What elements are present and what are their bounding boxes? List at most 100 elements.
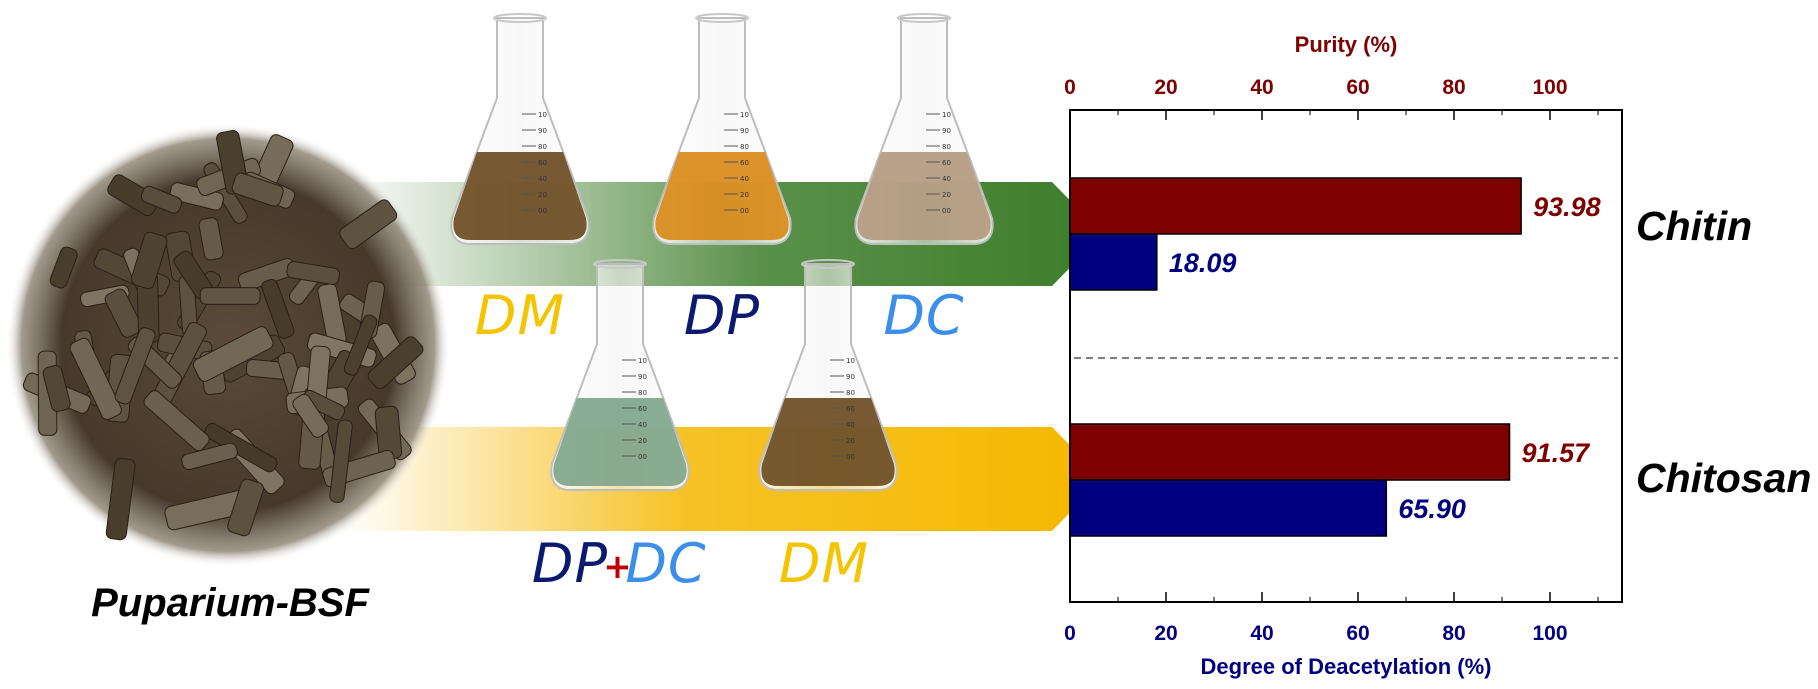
puparium-fragment bbox=[42, 364, 71, 412]
bar-chitin-purity bbox=[1069, 177, 1522, 235]
bottom-axis-tick-label: 80 bbox=[1442, 622, 1465, 645]
value-labels: 93.98 18.09 91.57 65.90 bbox=[1169, 192, 1601, 524]
top-axis-tick-label: 20 bbox=[1154, 76, 1177, 99]
flask-graduation-label: 20 bbox=[942, 191, 951, 199]
chitosan-step-dm-label: DM bbox=[779, 532, 869, 595]
puparium-fragment bbox=[198, 217, 224, 261]
chitin-flask-dc: 10 90 80 60 40 20 00 bbox=[854, 13, 994, 245]
value-label-chitin-deacetylation: 18.09 bbox=[1169, 248, 1237, 278]
bottom-axis-title: Degree of Deacetylation (%) bbox=[1201, 654, 1492, 679]
flask-graduation-label: 00 bbox=[740, 207, 749, 215]
chitosan-step-dc-label: DC bbox=[625, 532, 706, 595]
flask-graduation-label: 90 bbox=[538, 127, 547, 135]
category-label-chitin: Chitin bbox=[1636, 203, 1752, 249]
top-axis-tick-label: 80 bbox=[1442, 76, 1465, 99]
chitosan-flask-dp-dc: 10 90 80 60 40 20 00 bbox=[550, 259, 690, 491]
flask-graduation-label: 00 bbox=[638, 453, 647, 461]
flask-graduation-label: 40 bbox=[942, 175, 951, 183]
bar-chitosan-purity bbox=[1069, 423, 1511, 481]
flask-liquid bbox=[655, 152, 789, 240]
flask-graduation-label: 00 bbox=[942, 207, 951, 215]
puparium-photo bbox=[6, 123, 450, 567]
flask-graduation-label: 80 bbox=[638, 389, 647, 397]
puparium-fragment bbox=[261, 278, 295, 339]
value-label-chitosan-purity: 91.57 bbox=[1522, 438, 1592, 468]
value-label-chitosan-deacetylation: 65.90 bbox=[1398, 494, 1466, 524]
top-axis-tick-label: 60 bbox=[1346, 76, 1369, 99]
chitosan-flask-dm: 10 90 80 60 40 20 00 bbox=[758, 259, 898, 491]
flask-group: 10 90 80 60 40 20 00 10 90 80 60 40 20 00 10 90 80 60 40 20… bbox=[450, 13, 994, 491]
flask-rim bbox=[593, 259, 647, 269]
flask-graduation-label: 80 bbox=[942, 143, 951, 151]
chart-frame bbox=[1069, 109, 1623, 603]
bottom-axis-tick-label: 40 bbox=[1250, 622, 1273, 645]
puparium-fragment bbox=[104, 288, 143, 338]
puparium-fragment bbox=[292, 393, 329, 438]
bottom-axis-tick-label: 0 bbox=[1064, 622, 1076, 645]
bottom-axis-tick-label: 100 bbox=[1532, 622, 1567, 645]
value-label-chitin-purity: 93.98 bbox=[1533, 192, 1601, 222]
puparium-fragment bbox=[140, 185, 183, 214]
flask-graduation-label: 10 bbox=[846, 357, 855, 365]
bar-series bbox=[1069, 177, 1522, 537]
flask-graduation-label: 10 bbox=[538, 111, 547, 119]
flask-rim bbox=[897, 13, 951, 23]
top-axis-tick-label: 100 bbox=[1532, 76, 1567, 99]
category-label-chitosan: Chitosan bbox=[1636, 455, 1811, 501]
puparium-fragment bbox=[227, 478, 265, 537]
bar-chitin-deacetylation bbox=[1069, 233, 1158, 291]
chitin-step-dm-label: DM bbox=[475, 284, 565, 347]
flask-graduation-label: 40 bbox=[538, 175, 547, 183]
chitin-flask-dp: 10 90 80 60 40 20 00 bbox=[652, 13, 792, 245]
puparium-fragment bbox=[286, 261, 340, 285]
flask-graduation-label: 90 bbox=[942, 127, 951, 135]
flask-rim bbox=[695, 13, 749, 23]
puparium-fragment bbox=[199, 287, 261, 305]
chitosan-step-labels: DP + DC DM bbox=[532, 532, 869, 595]
flask-graduation-label: 80 bbox=[846, 389, 855, 397]
puparium-fragment bbox=[143, 390, 210, 452]
bottom-axis-tick-label: 20 bbox=[1154, 622, 1177, 645]
puparium-label: Puparium-BSF bbox=[91, 581, 370, 625]
bottom-axis: 0 20 40 60 80 100 bbox=[1064, 592, 1599, 645]
puparium-fragment bbox=[329, 419, 353, 503]
flask-graduation-label: 90 bbox=[740, 127, 749, 135]
flask-graduation-label: 10 bbox=[740, 111, 749, 119]
flask-graduation-label: 00 bbox=[846, 453, 855, 461]
top-axis-tick-label: 40 bbox=[1250, 76, 1273, 99]
flask-rim bbox=[493, 13, 547, 23]
top-axis-tick-label: 0 bbox=[1064, 76, 1076, 99]
puparium-fragment bbox=[192, 326, 274, 382]
flask-graduation-label: 60 bbox=[538, 159, 547, 167]
flask-graduation-label: 40 bbox=[638, 421, 647, 429]
flask-graduation-label: 60 bbox=[740, 159, 749, 167]
flask-liquid bbox=[453, 152, 587, 240]
flask-graduation-label: 20 bbox=[538, 191, 547, 199]
flask-graduation-label: 20 bbox=[638, 437, 647, 445]
chitin-step-labels: DM DP DC bbox=[475, 284, 964, 347]
puparium-fragment bbox=[105, 458, 136, 541]
top-axis: 0 20 40 60 80 100 bbox=[1064, 76, 1599, 120]
puparium-fragment bbox=[367, 336, 424, 390]
puparium-fragment bbox=[181, 442, 238, 471]
flask-graduation-label: 10 bbox=[942, 111, 951, 119]
flask-graduation-label: 90 bbox=[638, 373, 647, 381]
puparium-fragment bbox=[49, 246, 78, 289]
puparium-fragment bbox=[339, 199, 398, 250]
chitin-step-dp-label: DP bbox=[684, 284, 760, 347]
flask-graduation-label: 20 bbox=[740, 191, 749, 199]
flask-graduation-label: 10 bbox=[638, 357, 647, 365]
bar-chitosan-deacetylation bbox=[1069, 479, 1388, 537]
bottom-axis-tick-label: 60 bbox=[1346, 622, 1369, 645]
flask-rim bbox=[801, 259, 855, 269]
flask-liquid bbox=[553, 398, 687, 486]
puparium-fragment bbox=[107, 174, 160, 217]
puparium-fragment bbox=[114, 327, 156, 405]
puparium-fragment bbox=[130, 231, 168, 290]
puparium-fragment bbox=[231, 172, 284, 207]
flask-graduation-label: 40 bbox=[846, 421, 855, 429]
chitosan-step-dp-label: DP bbox=[532, 532, 608, 595]
flask-graduation-label: 60 bbox=[942, 159, 951, 167]
chitosan-process-arrow bbox=[340, 427, 1103, 531]
